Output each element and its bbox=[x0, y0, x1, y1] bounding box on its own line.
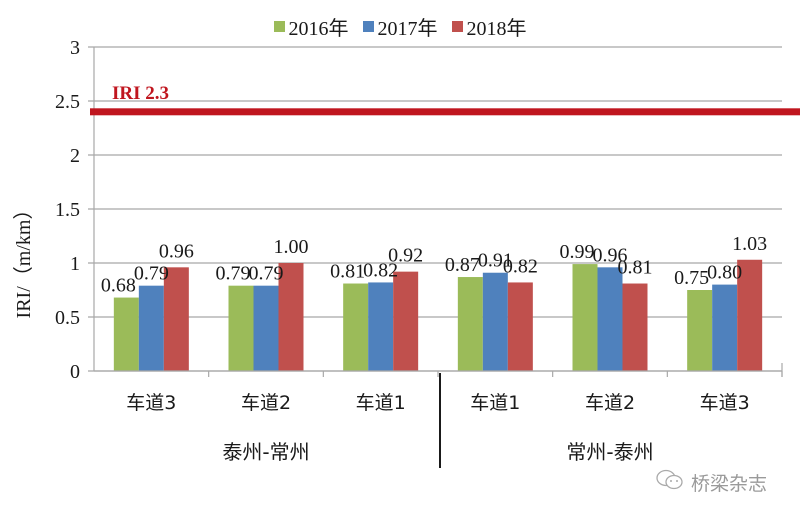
bar bbox=[712, 284, 738, 371]
y-tick-label: 1 bbox=[70, 253, 80, 275]
bar bbox=[622, 283, 648, 371]
legend-label-2016: 2016年 bbox=[288, 18, 349, 40]
data-label: 0.82 bbox=[503, 255, 538, 277]
bar bbox=[163, 267, 189, 371]
wechat-icon bbox=[655, 468, 685, 497]
y-tick-label: 3 bbox=[70, 37, 80, 59]
data-label: 0.96 bbox=[593, 244, 628, 266]
bar bbox=[253, 285, 279, 371]
x-category-label: 车道2 bbox=[585, 392, 635, 414]
watermark-text: 桥梁杂志 bbox=[691, 473, 768, 495]
data-label: 0.80 bbox=[707, 262, 742, 284]
legend-swatch-2017 bbox=[362, 21, 374, 32]
legend-label-2018: 2018年 bbox=[466, 18, 527, 40]
threshold-line bbox=[90, 108, 800, 116]
group-label: 泰州-常州 bbox=[222, 440, 309, 464]
bar bbox=[507, 282, 533, 371]
data-label: 0.68 bbox=[101, 275, 136, 297]
data-label: 0.79 bbox=[134, 263, 169, 285]
watermark: 桥梁杂志 bbox=[655, 468, 767, 497]
data-label: 0.82 bbox=[363, 259, 398, 281]
bar bbox=[368, 282, 394, 371]
y-tick-label: 1.5 bbox=[55, 199, 80, 221]
legend-item-2016: 2016年 bbox=[273, 12, 349, 41]
data-label: 0.81 bbox=[330, 261, 365, 283]
data-label: 0.92 bbox=[388, 245, 423, 267]
x-category-label: 车道1 bbox=[470, 392, 520, 414]
group-label: 常州-泰州 bbox=[566, 440, 653, 464]
data-label: 0.75 bbox=[674, 267, 709, 289]
data-label: 0.99 bbox=[560, 241, 595, 263]
y-axis-label: IRI/（m/km） bbox=[12, 200, 35, 319]
bar bbox=[482, 272, 508, 371]
y-tick-label: 0 bbox=[70, 361, 80, 383]
x-category-label: 车道2 bbox=[241, 392, 291, 414]
x-category-label: 车道3 bbox=[126, 392, 176, 414]
x-category-label: 车道3 bbox=[700, 392, 750, 414]
threshold-label: IRI 2.3 bbox=[112, 83, 169, 104]
bar bbox=[737, 259, 763, 371]
data-label: 0.79 bbox=[216, 263, 251, 285]
bar bbox=[228, 285, 254, 371]
bar bbox=[687, 290, 713, 371]
bar bbox=[113, 297, 139, 371]
data-label: 0.81 bbox=[618, 257, 653, 279]
data-label: 0.91 bbox=[478, 250, 513, 272]
data-label: 0.87 bbox=[445, 254, 480, 276]
data-label: 0.79 bbox=[249, 263, 284, 285]
bar bbox=[393, 271, 419, 371]
y-tick-label: 2.5 bbox=[55, 91, 80, 113]
data-label: 1.03 bbox=[732, 233, 767, 255]
bar bbox=[457, 277, 483, 371]
legend-swatch-2016 bbox=[273, 21, 285, 32]
y-tick-label: 2 bbox=[70, 145, 80, 167]
bar bbox=[572, 264, 598, 371]
data-label: 1.00 bbox=[274, 236, 309, 258]
legend-label-2017: 2017年 bbox=[377, 18, 438, 40]
bar bbox=[343, 283, 369, 371]
x-category-label: 车道1 bbox=[356, 392, 406, 414]
data-label: 0.96 bbox=[159, 240, 194, 262]
chart-legend: 2016年 2017年 2018年 bbox=[0, 12, 800, 41]
legend-swatch-2018 bbox=[451, 21, 463, 32]
legend-item-2017: 2017年 bbox=[362, 12, 438, 41]
legend-item-2018: 2018年 bbox=[451, 12, 527, 41]
bar bbox=[597, 267, 623, 371]
bar bbox=[278, 263, 304, 371]
y-tick-label: 0.5 bbox=[55, 307, 80, 329]
bar bbox=[138, 285, 164, 371]
